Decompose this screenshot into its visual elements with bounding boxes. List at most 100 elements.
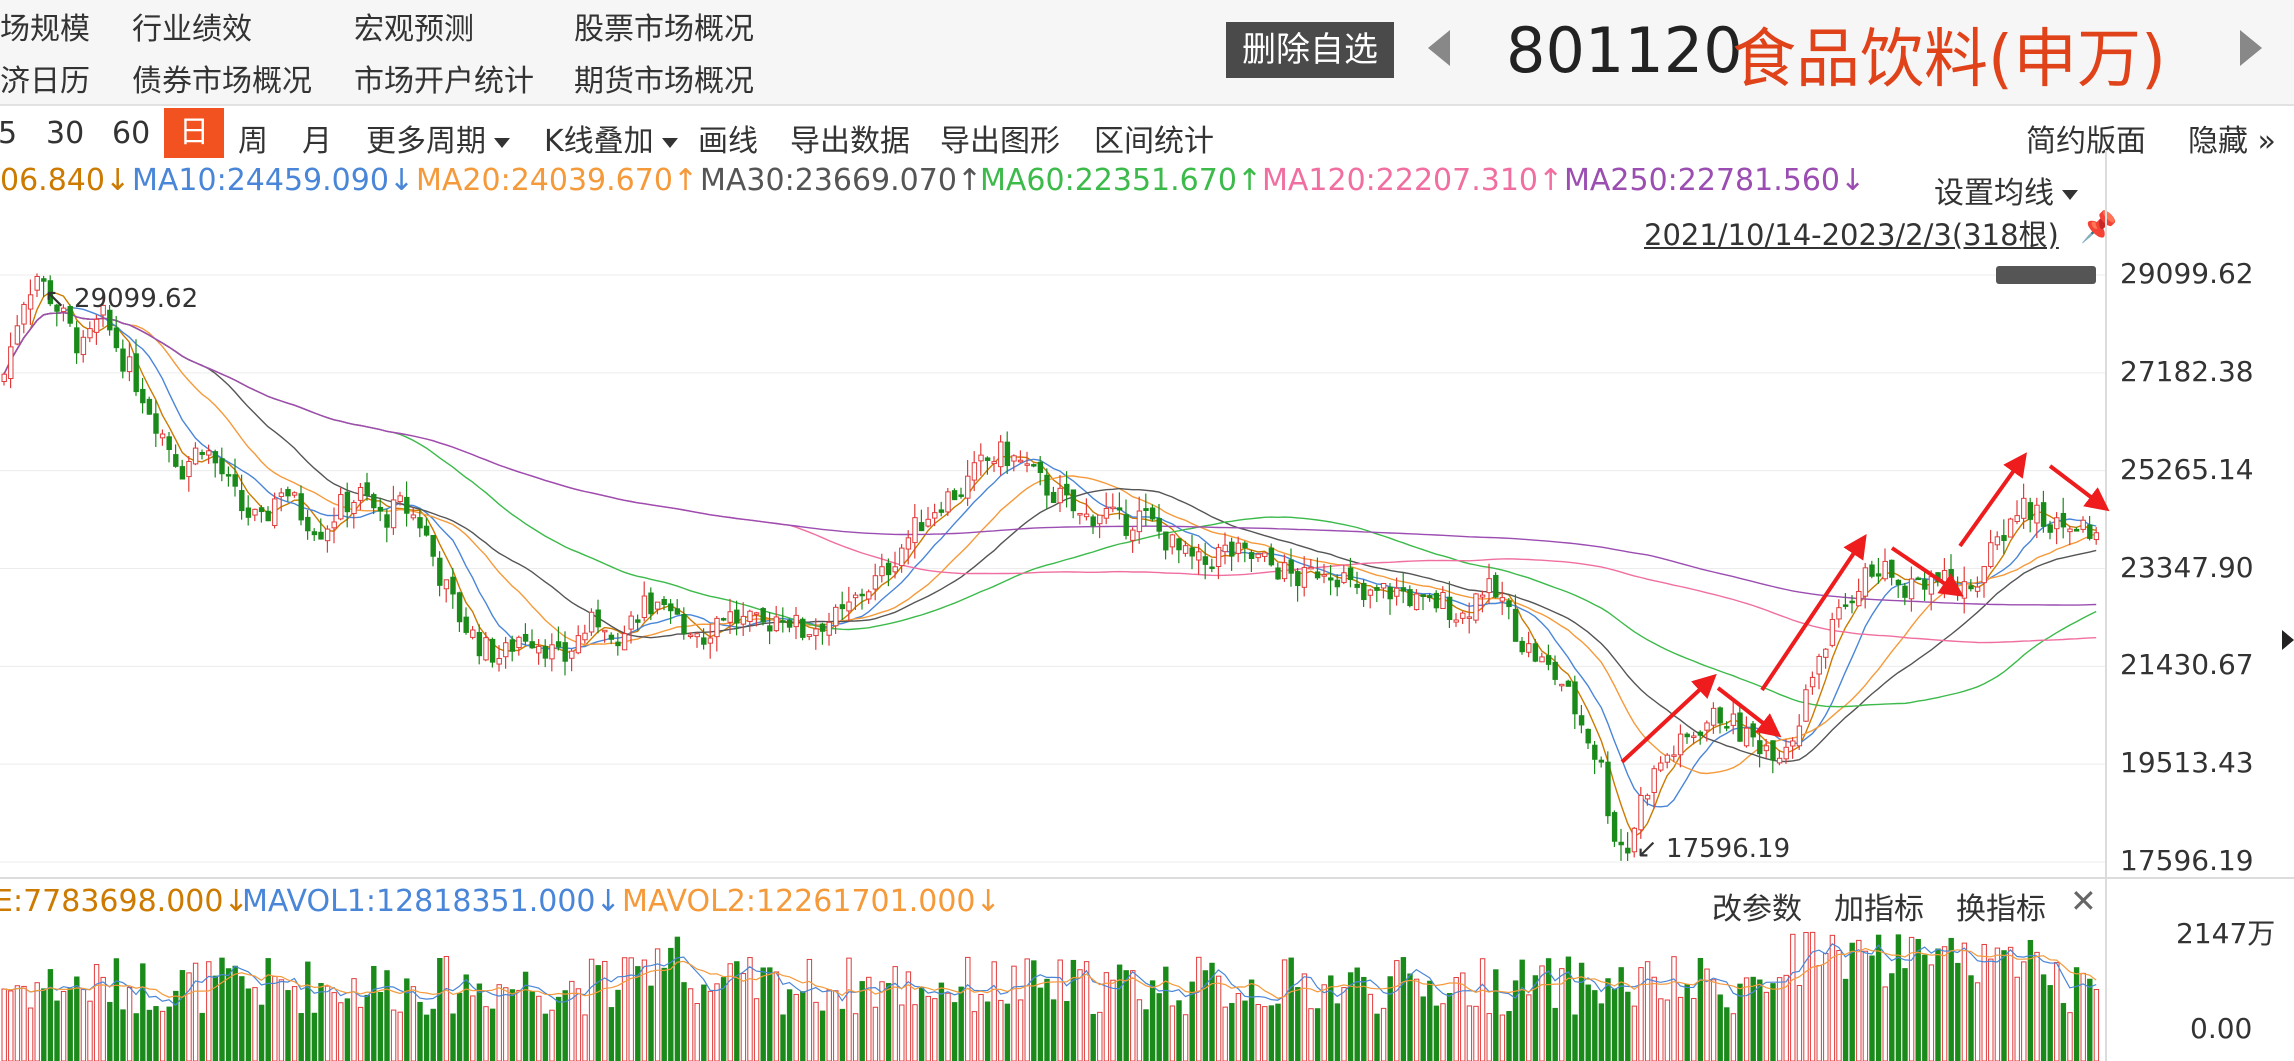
volume-bar xyxy=(456,992,463,1061)
volume-bar xyxy=(331,992,337,1061)
volume-bar xyxy=(1763,991,1770,1061)
nav-link[interactable]: 场规模 xyxy=(0,12,90,47)
candle-body xyxy=(1064,483,1070,496)
candle-body xyxy=(1215,547,1222,567)
candle-body xyxy=(331,521,337,529)
period-month-button[interactable]: 月 xyxy=(302,124,332,159)
volume-bar xyxy=(463,974,469,1061)
volume-bar xyxy=(272,975,278,1061)
candle-body xyxy=(179,466,186,480)
candle-body xyxy=(252,508,258,516)
volume-bar xyxy=(1123,970,1129,1061)
candle-body xyxy=(1664,754,1671,763)
period-30min-button[interactable]: 30 xyxy=(46,116,85,151)
volume-bar xyxy=(542,1013,549,1061)
volume-bar xyxy=(2040,974,2047,1061)
hide-panel-button[interactable]: 隐藏 » xyxy=(2188,124,2276,159)
candle-body xyxy=(2001,535,2007,541)
candle-body xyxy=(1473,593,1479,621)
candle-body xyxy=(635,619,641,623)
close-icon[interactable]: ✕ xyxy=(2070,882,2097,920)
volume-bar xyxy=(1024,958,1030,1061)
candle-body xyxy=(575,635,582,654)
pin-icon[interactable]: 📌 xyxy=(2080,210,2118,245)
candle-body xyxy=(1849,600,1855,604)
draw-line-button[interactable]: 画线 xyxy=(698,124,758,159)
volume-bar xyxy=(318,983,324,1061)
nav-link[interactable]: 宏观预测 xyxy=(354,12,474,47)
volume-bar xyxy=(1961,942,1968,1061)
more-periods-dropdown[interactable]: 更多周期 xyxy=(366,116,510,160)
volume-bar xyxy=(767,967,773,1061)
volume-bar xyxy=(423,1014,430,1061)
date-range-label[interactable]: 2021/10/14-2023/2/3(318根) xyxy=(1644,218,2059,252)
volume-bar xyxy=(1077,969,1083,1061)
candle-body xyxy=(1592,744,1598,760)
volume-bar xyxy=(1809,931,1816,1061)
volume-bar xyxy=(1308,1008,1314,1061)
nav-link[interactable]: 市场开户统计 xyxy=(354,64,534,99)
period-day-button-active[interactable]: 日 xyxy=(164,108,224,158)
volume-bar xyxy=(1552,1007,1558,1061)
nav-link[interactable]: 济日历 xyxy=(0,64,90,99)
candle-body xyxy=(2067,528,2073,533)
volume-bar xyxy=(786,989,793,1061)
kline-overlay-dropdown[interactable]: K线叠加 xyxy=(544,116,678,160)
candle-body xyxy=(1928,576,1935,595)
change-params-button[interactable]: 改参数 xyxy=(1712,892,1802,927)
candle-body xyxy=(1677,733,1684,756)
candle-body xyxy=(2047,524,2053,533)
volume-bar xyxy=(252,987,258,1061)
candle-body xyxy=(338,494,344,520)
add-indicator-button[interactable]: 加指标 xyxy=(1834,892,1924,927)
remove-watchlist-button[interactable]: 删除自选 xyxy=(1226,22,1394,78)
volume-bar xyxy=(1691,997,1697,1061)
period-week-button[interactable]: 周 xyxy=(238,124,268,159)
export-data-button[interactable]: 导出数据 xyxy=(790,124,910,159)
candle-body xyxy=(1598,759,1605,763)
volume-bar xyxy=(628,957,634,1061)
volume-bar xyxy=(747,957,753,1061)
volume-bar xyxy=(324,985,331,1061)
candle-body xyxy=(509,639,516,652)
nav-link[interactable]: 债券市场概况 xyxy=(132,64,312,99)
ma-line-10 xyxy=(3,306,2097,808)
volume-bar xyxy=(509,989,516,1061)
candle-body xyxy=(1050,491,1057,503)
volume-bar xyxy=(503,987,509,1061)
period-60min-button[interactable]: 60 xyxy=(112,116,151,151)
volume-bar xyxy=(661,967,667,1061)
candle-body xyxy=(153,413,159,434)
switch-indicator-button[interactable]: 换指标 xyxy=(1956,892,2046,927)
volume-bar xyxy=(1400,957,1407,1061)
candle-body xyxy=(872,575,879,590)
candle-body xyxy=(146,398,153,415)
nav-link[interactable]: 期货市场概况 xyxy=(574,64,754,99)
period-5min-button[interactable]: 5 xyxy=(0,116,18,151)
nav-link[interactable]: 股票市场概况 xyxy=(574,12,754,47)
volume-bar xyxy=(1697,957,1704,1061)
candle-body xyxy=(1248,552,1255,560)
interval-stats-button[interactable]: 区间统计 xyxy=(1094,124,1214,159)
volume-bar xyxy=(140,963,146,1061)
next-stock-arrow-icon[interactable] xyxy=(2240,30,2262,66)
candle-body xyxy=(1103,507,1110,519)
export-image-button[interactable]: 导出图形 xyxy=(940,124,1060,159)
candle-body xyxy=(232,474,238,487)
volume-bar xyxy=(1130,970,1136,1061)
volume-bar xyxy=(2093,988,2100,1061)
previous-stock-arrow-icon[interactable] xyxy=(1428,30,1450,66)
nav-link[interactable]: 行业绩效 xyxy=(132,12,252,47)
candle-body xyxy=(582,632,588,641)
expand-right-icon[interactable] xyxy=(2282,630,2294,650)
candle-body xyxy=(978,454,984,462)
stock-name: 食品饮料(申万) xyxy=(1732,23,2166,97)
volume-bar xyxy=(397,1011,403,1061)
candle-body xyxy=(364,482,370,496)
candle-body xyxy=(602,629,608,633)
volume-bar xyxy=(74,976,80,1061)
candle-body xyxy=(47,280,54,305)
candle-body xyxy=(1136,510,1143,533)
simple-layout-button[interactable]: 简约版面 xyxy=(2026,124,2146,159)
ma-settings-dropdown[interactable]: 设置均线 xyxy=(1934,168,2078,212)
